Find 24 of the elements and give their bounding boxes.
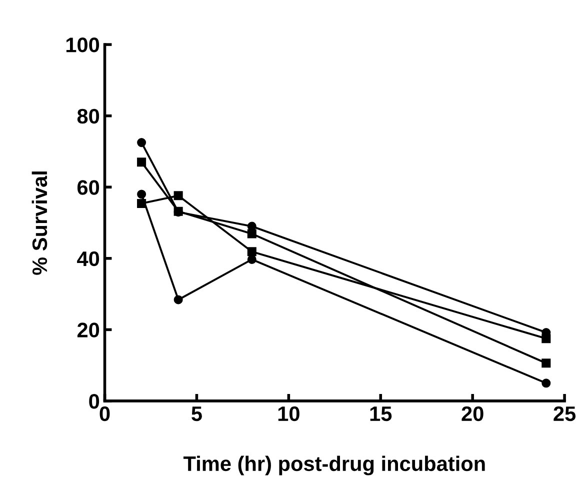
y-tick-label: 100: [66, 38, 100, 52]
y-tick-label: 60: [77, 180, 100, 195]
point: [137, 158, 146, 167]
x-tick-label: 10: [278, 406, 300, 422]
x-tick-label: 5: [192, 406, 202, 422]
x-axis-title: Time (hr) post-drug incubation: [183, 456, 485, 476]
point: [247, 247, 256, 256]
point: [247, 229, 256, 238]
x-tick-label: 0: [100, 406, 110, 422]
x-tick-label: 25: [554, 406, 576, 422]
y-axis-title: % Survival: [32, 172, 48, 275]
y-tick-label: 0: [89, 394, 100, 409]
x-tick-label: 15: [370, 406, 392, 422]
point: [542, 378, 551, 388]
point: [174, 191, 183, 200]
point: [542, 334, 551, 344]
y-tick-label: 40: [77, 251, 100, 266]
y-tick-label: 80: [77, 108, 100, 124]
point: [542, 358, 551, 368]
point: [137, 190, 146, 199]
y-tick-label: 20: [77, 322, 100, 338]
x-tick-label: 20: [462, 406, 484, 422]
point: [137, 138, 146, 148]
point: [174, 295, 183, 304]
